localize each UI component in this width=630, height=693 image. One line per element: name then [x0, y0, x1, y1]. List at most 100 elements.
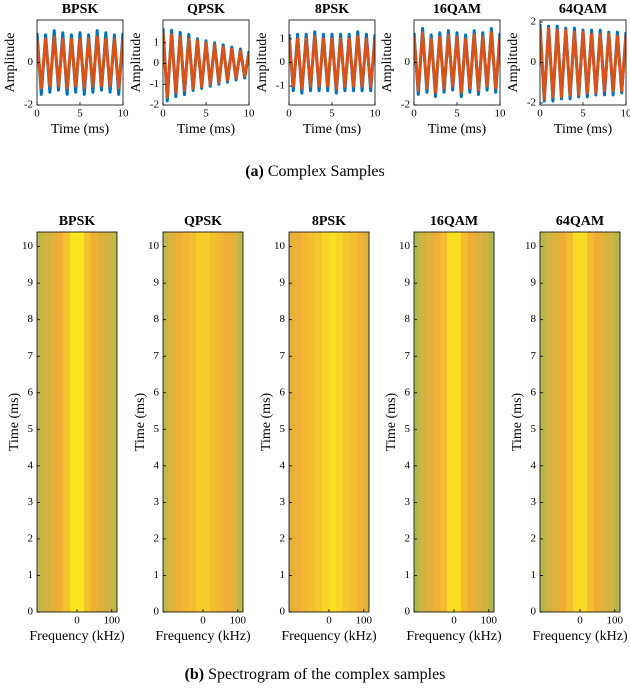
spectrum-column: [294, 232, 302, 612]
x-axis-label: Frequency (kHz): [532, 629, 628, 644]
x-tick-label: 0: [160, 108, 166, 120]
y-tick-label: 5: [280, 423, 286, 435]
spectrum-column: [335, 232, 344, 612]
spectrum-column: [49, 232, 57, 612]
y-tick-label: 3: [154, 496, 160, 508]
x-tick-label: 5: [580, 108, 586, 120]
x-tick-label: 0: [200, 615, 206, 627]
y-tick-label: 9: [405, 277, 411, 289]
spectrum-column: [580, 232, 588, 612]
caption-text: Complex Samples: [268, 163, 385, 180]
y-axis-label: Time (ms): [510, 393, 525, 452]
y-tick-label: 7: [531, 350, 537, 362]
y-tick-label: 0: [405, 606, 411, 618]
x-tick-label: 0: [411, 108, 417, 120]
spectrum-column: [90, 232, 99, 612]
y-tick-label: 3: [531, 496, 537, 508]
spectrum-column: [83, 232, 92, 612]
y-tick-label: -1: [276, 80, 285, 92]
plot-area: [540, 23, 626, 103]
y-tick-label: 8: [280, 313, 286, 325]
spectrum-column: [308, 232, 316, 612]
x-tick-label: 0: [74, 615, 80, 627]
spectrum-column: [447, 232, 455, 612]
spectrum-column: [168, 232, 176, 612]
spectrum-column: [209, 232, 218, 612]
y-tick-label: 3: [405, 496, 411, 508]
y-tick-label: 7: [280, 350, 286, 362]
spectrum-column: [600, 232, 609, 612]
spectrum-column: [223, 232, 232, 612]
spectrum-column: [77, 232, 85, 612]
y-axis-label: Amplitude: [3, 33, 18, 93]
y-tick-label: -2: [24, 99, 33, 111]
x-axis-label: Frequency (kHz): [281, 629, 377, 644]
x-tick-label: 10: [118, 108, 130, 120]
plot-area: [540, 232, 620, 612]
plot-area: [37, 232, 117, 612]
y-axis-label: Amplitude: [129, 33, 144, 93]
x-axis-label: Time (ms): [303, 122, 362, 137]
panel-title: 16QAM: [433, 2, 481, 17]
x-tick-label: 0: [577, 615, 583, 627]
y-axis-label: Amplitude: [506, 33, 521, 93]
y-tick-label: 9: [154, 277, 160, 289]
y-tick-label: 6: [28, 386, 34, 398]
y-tick-label: 4: [154, 459, 160, 471]
spectrum-column: [586, 232, 595, 612]
x-tick-label: 0: [537, 108, 543, 120]
y-tick-label: 1: [405, 569, 411, 581]
y-axis-label: Time (ms): [259, 393, 274, 452]
y-tick-label: 2: [531, 532, 537, 544]
signal-line: [540, 26, 626, 101]
spectrum-column: [481, 232, 490, 612]
y-tick-label: 1: [280, 569, 286, 581]
spectrum-column: [460, 232, 469, 612]
panel-title: 64QAM: [559, 2, 607, 17]
spectrum-column: [56, 232, 64, 612]
y-tick-label: -2: [401, 99, 410, 111]
spectrum-column: [175, 232, 183, 612]
x-tick-label: 5: [77, 108, 83, 120]
x-tick-label: 0: [326, 615, 332, 627]
plot-area: [289, 30, 375, 95]
spectrum-column: [97, 232, 106, 612]
y-tick-label: 0: [28, 606, 34, 618]
spectrum-column: [593, 232, 602, 612]
x-tick-label: 10: [244, 108, 256, 120]
y-axis-label: Amplitude: [255, 33, 270, 93]
spectrum-column: [540, 232, 546, 612]
caption-b: (b) Spectrogram of the complex samples: [185, 666, 446, 683]
y-tick-label: 1: [154, 569, 160, 581]
plot-area: [289, 232, 369, 612]
y-axis-label: Time (ms): [7, 393, 22, 452]
caption-label: (a): [245, 163, 264, 180]
panel-title: 64QAM: [556, 214, 604, 229]
spectrum-column: [356, 232, 365, 612]
y-tick-label: 9: [28, 277, 34, 289]
spectrum-column: [189, 232, 197, 612]
y-tick-label: 8: [405, 313, 411, 325]
spectrum-column: [203, 232, 211, 612]
y-axis-label: Amplitude: [380, 33, 395, 93]
signal-line: [163, 32, 249, 99]
spectrum-column: [426, 232, 434, 612]
panel-title: QPSK: [184, 214, 222, 229]
spectrum-column: [545, 232, 553, 612]
caption-a: (a) Complex Samples: [245, 163, 385, 180]
spectrum-column: [196, 232, 204, 612]
panel-title: BPSK: [62, 2, 99, 17]
y-tick-label: 8: [28, 313, 34, 325]
panel-title: 8PSK: [315, 2, 349, 17]
x-axis-label: Time (ms): [428, 122, 487, 137]
spectrum-column: [559, 232, 567, 612]
y-tick-label: 5: [531, 423, 537, 435]
y-tick-label: 7: [154, 350, 160, 362]
x-tick-label: 5: [329, 108, 335, 120]
y-tick-label: 0: [405, 56, 411, 68]
x-tick-label: 10: [495, 108, 507, 120]
y-tick-label: 8: [531, 313, 537, 325]
y-tick-label: 0: [28, 56, 34, 68]
signal-line: [37, 35, 123, 90]
y-tick-label: 4: [280, 459, 286, 471]
